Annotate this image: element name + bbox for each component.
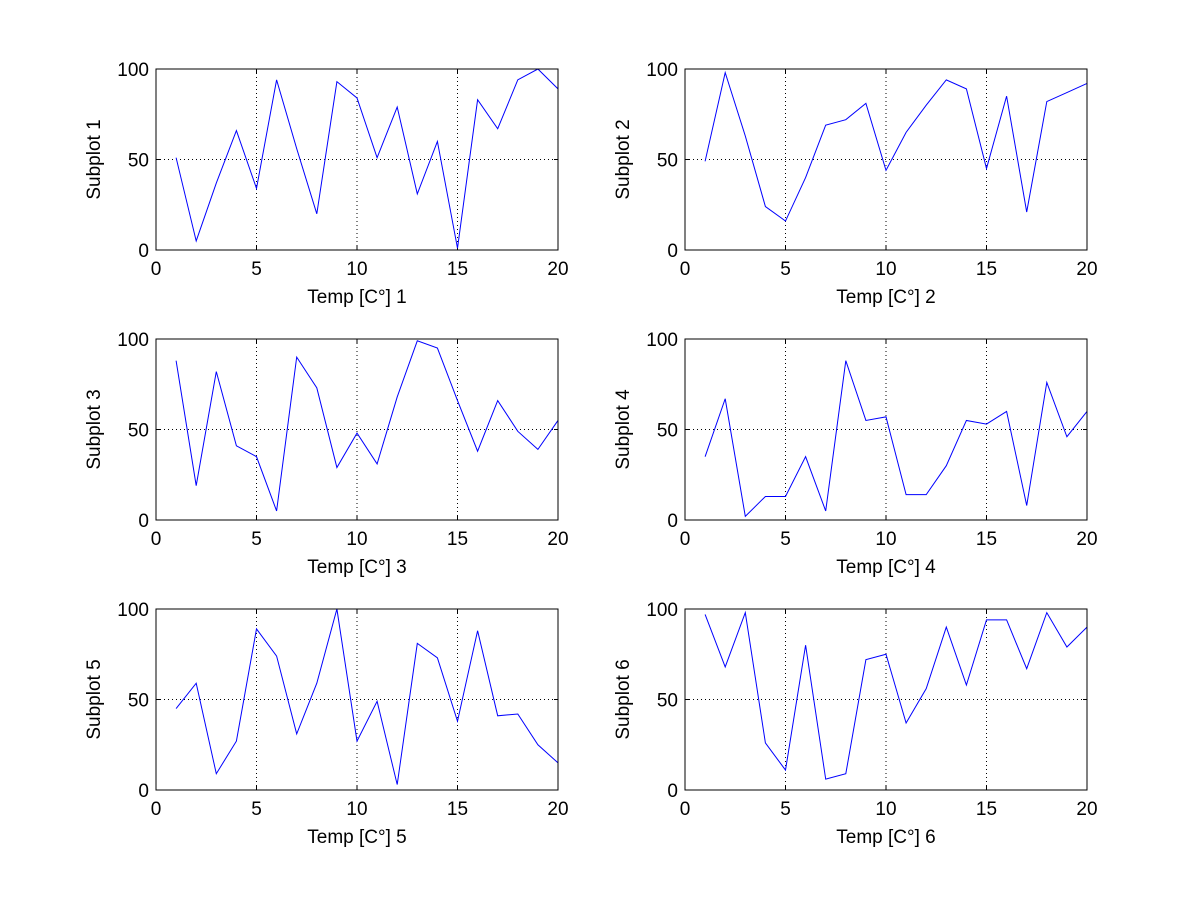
y-tick-label: 100: [117, 330, 149, 351]
x-tick-label: 15: [976, 529, 997, 550]
x-tick-label: 0: [151, 259, 162, 280]
axis-frame: [684, 68, 1088, 251]
data-line: [175, 608, 559, 785]
y-tick-label: 0: [667, 511, 678, 532]
y-tick-label: 0: [138, 781, 149, 802]
x-tick-label: 0: [680, 259, 691, 280]
x-axis-label: Temp [C°] 2: [836, 287, 935, 308]
y-tick-label: 100: [646, 60, 678, 81]
x-tick-label: 5: [251, 799, 262, 820]
x-tick-label: 15: [447, 799, 468, 820]
x-tick-label: 5: [780, 259, 791, 280]
y-tick-label: 50: [128, 421, 149, 442]
y-axis-label: Subplot 2: [613, 119, 634, 199]
x-axis-label: Temp [C°] 6: [836, 827, 935, 848]
x-axis-label: Temp [C°] 5: [307, 827, 406, 848]
x-tick-label: 15: [976, 799, 997, 820]
subplot-1: 0 5 10 15 20 0 50 100 Temp [C°] 1 Subplot 1: [84, 60, 569, 308]
x-tick-label: 10: [875, 799, 896, 820]
y-axis-label: Subplot 1: [84, 119, 105, 199]
y-tick-label: 0: [667, 241, 678, 262]
x-tick-label: 20: [1076, 259, 1097, 280]
x-axis-label: Temp [C°] 3: [307, 557, 406, 578]
x-tick-label: 5: [780, 799, 791, 820]
y-tick-label: 100: [117, 600, 149, 621]
axis-frame: [155, 68, 559, 251]
y-tick-label: 50: [657, 151, 678, 172]
y-tick-label: 100: [646, 330, 678, 351]
x-tick-label: 20: [1076, 529, 1097, 550]
y-tick-label: 50: [128, 691, 149, 712]
axis-frame: [155, 338, 559, 521]
x-tick-label: 5: [780, 529, 791, 550]
y-tick-label: 50: [657, 691, 678, 712]
x-tick-label: 10: [346, 529, 367, 550]
subplot-2: 0 5 10 15 20 0 50 100 Temp [C°] 2 Subplot 2: [613, 60, 1098, 308]
data-line: [175, 340, 559, 512]
x-tick-label: 20: [1076, 799, 1097, 820]
data-line: [704, 610, 1088, 780]
y-tick-label: 0: [667, 781, 678, 802]
x-axis-label: Temp [C°] 4: [836, 557, 936, 578]
x-tick-label: 20: [547, 259, 568, 280]
x-tick-label: 0: [680, 529, 691, 550]
data-line: [175, 68, 559, 249]
x-tick-label: 5: [251, 529, 262, 550]
subplot-6: 0 5 10 15 20 0 50 100 Temp [C°] 6 Subplot 6: [613, 600, 1098, 848]
y-tick-label: 100: [117, 60, 149, 81]
x-axis-label: Temp [C°] 1: [307, 287, 406, 308]
y-tick-label: 50: [128, 151, 149, 172]
x-tick-label: 10: [346, 799, 367, 820]
x-tick-label: 15: [447, 259, 468, 280]
axis-frame: [684, 608, 1088, 791]
subplot-3: 0 5 10 15 20 0 50 100 Temp [C°] 3 Subplot 3: [84, 330, 569, 578]
x-tick-label: 20: [547, 799, 568, 820]
x-tick-label: 15: [447, 529, 468, 550]
x-tick-label: 10: [346, 259, 367, 280]
y-axis-label: Subplot 6: [613, 659, 634, 739]
x-tick-label: 20: [547, 529, 568, 550]
y-axis-label: Subplot 3: [84, 389, 105, 469]
y-tick-label: 0: [138, 511, 149, 532]
axis-frame: [684, 338, 1088, 521]
x-tick-label: 10: [875, 259, 896, 280]
y-axis-label: Subplot 5: [84, 659, 105, 739]
data-line: [704, 360, 1088, 518]
x-tick-label: 0: [151, 529, 162, 550]
y-tick-label: 50: [657, 421, 678, 442]
axis-frame: [155, 608, 559, 791]
subplot-4: 0 5 10 15 20 0 50 100 Temp [C°] 4 Subplot 4: [613, 330, 1098, 578]
x-tick-label: 10: [875, 529, 896, 550]
y-tick-label: 100: [646, 600, 678, 621]
y-tick-label: 0: [138, 241, 149, 262]
x-tick-label: 0: [680, 799, 691, 820]
x-tick-label: 5: [251, 259, 262, 280]
x-tick-label: 0: [151, 799, 162, 820]
x-tick-label: 15: [976, 259, 997, 280]
y-axis-label: Subplot 4: [613, 389, 634, 470]
subplot-5: 0 5 10 15 20 0 50 100 Temp [C°] 5 Subplot 5: [84, 600, 569, 848]
data-line: [704, 70, 1088, 222]
